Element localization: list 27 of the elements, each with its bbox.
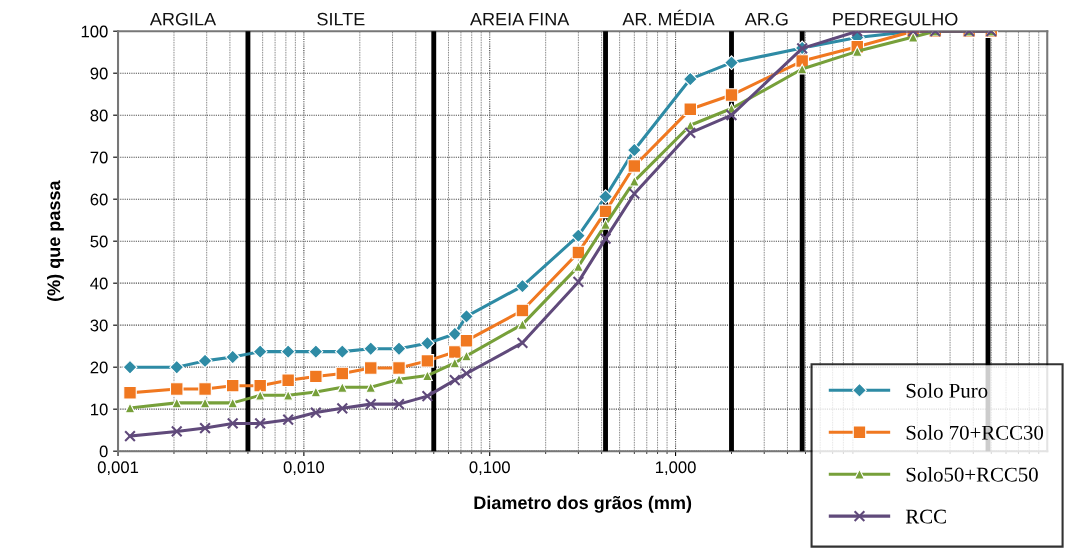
- text: PEDREGULHO: [833, 12, 958, 26]
- y-tick-label: 50: [90, 235, 108, 248]
- legend-label: Solo50+RCC50: [906, 467, 1038, 482]
- text: SILTE: [317, 12, 365, 26]
- legend-label: Solo 70+RCC30: [906, 425, 1044, 440]
- y-tick-label: 0: [99, 445, 108, 458]
- x-tick-label: 0,001: [97, 461, 139, 476]
- y-tick-label: 40: [90, 277, 108, 290]
- text: AR. MÉDIA: [622, 9, 715, 26]
- y-tick-label: 30: [90, 319, 108, 332]
- y-tick-label: 70: [90, 151, 108, 164]
- y-axis-title: (%) que passa: [47, 180, 64, 301]
- text: AREIA FINA: [470, 12, 570, 26]
- legend-label: RCC: [905, 509, 946, 524]
- y-tick-label: 20: [90, 361, 108, 374]
- x-tick-label: 1,000: [655, 461, 696, 476]
- text: ARGILA: [149, 12, 217, 26]
- text: AR.G: [744, 12, 788, 26]
- y-tick-label: 60: [90, 193, 108, 206]
- x-tick-label: 0,010: [283, 461, 325, 476]
- y-tick-label: 10: [91, 403, 108, 416]
- y-tick-label: 100: [81, 25, 108, 38]
- x-tick-label: 0,100: [469, 461, 510, 476]
- x-axis-title: Diametro dos grãos (mm): [474, 495, 692, 513]
- y-tick-label: 80: [90, 109, 108, 122]
- y-tick-label: 90: [90, 67, 108, 80]
- legend-label: Solo Puro: [906, 383, 988, 398]
